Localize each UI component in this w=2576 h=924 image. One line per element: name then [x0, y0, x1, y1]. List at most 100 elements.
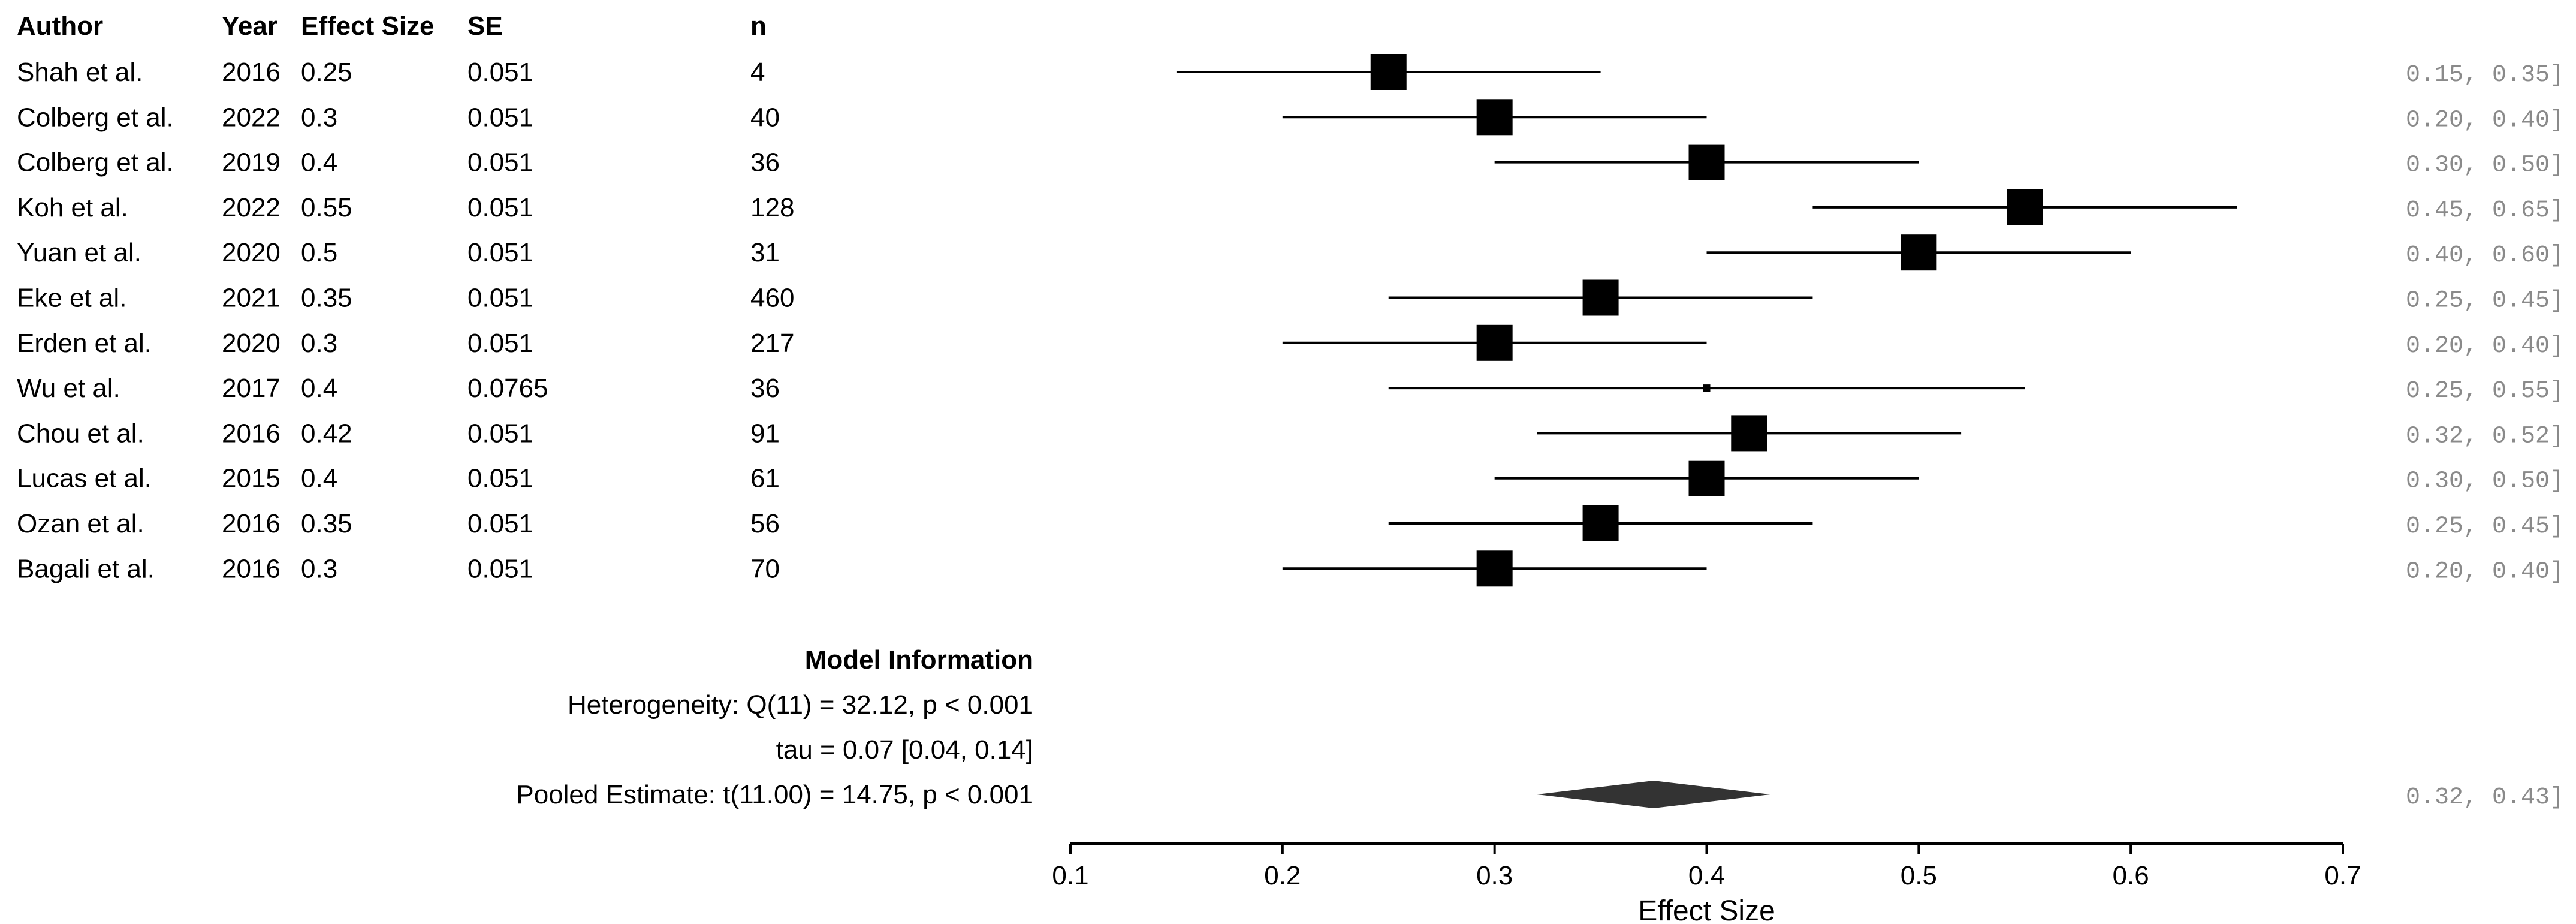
study-se: 0.051	[467, 509, 533, 538]
point-estimate-square	[1476, 99, 1513, 136]
study-se: 0.051	[467, 148, 533, 177]
study-ci-text: 0.15, 0.35]	[2406, 62, 2564, 89]
study-n: 460	[750, 284, 794, 313]
point-estimate-square	[1688, 460, 1725, 496]
header-se: SE	[467, 11, 503, 41]
point-estimate-square	[1688, 144, 1725, 180]
study-year: 2022	[222, 103, 280, 132]
point-estimate-square	[1370, 54, 1407, 90]
study-effect-size: 0.35	[301, 509, 352, 538]
tau-text: tau = 0.07 [0.04, 0.14]	[776, 735, 1033, 765]
study-ci-text: 0.30, 0.50]	[2406, 152, 2564, 179]
study-se: 0.051	[467, 58, 533, 87]
study-n: 61	[750, 464, 780, 493]
study-effect-size: 0.4	[301, 148, 337, 177]
study-se: 0.0765	[467, 374, 548, 403]
study-n: 56	[750, 509, 780, 538]
study-year: 2017	[222, 374, 280, 403]
model-information: Model Information Heterogeneity: Q(11) =…	[516, 645, 2564, 811]
study-ci-text: 0.32, 0.52]	[2406, 423, 2564, 450]
study-year: 2021	[222, 284, 280, 313]
study-author: Eke et al.	[17, 284, 126, 313]
study-ci-text: 0.45, 0.65]	[2406, 197, 2564, 224]
x-tick-label: 0.6	[2113, 861, 2149, 890]
study-row: Colberg et al. 2022 0.3 0.051 40 0.20, 0.40]	[17, 99, 2564, 136]
study-se: 0.051	[467, 284, 533, 313]
point-estimate-square	[1731, 415, 1767, 452]
study-author: Colberg et al.	[17, 103, 174, 132]
point-estimate-square	[1703, 384, 1711, 392]
study-author: Chou et al.	[17, 419, 144, 448]
study-year: 2020	[222, 238, 280, 267]
x-tick-label: 0.5	[1901, 861, 1937, 890]
study-author: Koh et al.	[17, 193, 128, 222]
study-effect-size: 0.3	[301, 329, 337, 358]
study-se: 0.051	[467, 238, 533, 267]
point-estimate-square	[1476, 324, 1513, 361]
study-n: 70	[750, 554, 780, 583]
study-row: Shah et al. 2016 0.25 0.051 4 0.15, 0.35]	[17, 54, 2564, 90]
study-row: Eke et al. 2021 0.35 0.051 460 0.25, 0.45]	[17, 279, 2564, 316]
study-year: 2020	[222, 329, 280, 358]
study-se: 0.051	[467, 419, 533, 448]
study-row: Erden et al. 2020 0.3 0.051 217 0.20, 0.40]	[17, 324, 2564, 361]
study-se: 0.051	[467, 554, 533, 583]
study-row: Koh et al. 2022 0.55 0.051 128 0.45, 0.65]	[17, 189, 2564, 225]
model-info-title: Model Information	[805, 645, 1033, 675]
point-estimate-square	[1901, 234, 1937, 271]
study-row: Colberg et al. 2019 0.4 0.051 36 0.30, 0.50]	[17, 144, 2564, 180]
study-n: 128	[750, 193, 794, 222]
point-estimate-square	[2007, 189, 2043, 225]
study-n: 36	[750, 374, 780, 403]
study-effect-size: 0.25	[301, 58, 352, 87]
x-axis: 0.1 0.2 0.3 0.4 0.5 0.6 0.7	[1052, 842, 2361, 890]
study-ci-text: 0.20, 0.40]	[2406, 333, 2564, 360]
study-effect-size: 0.35	[301, 284, 352, 313]
x-tick-label: 0.1	[1052, 861, 1088, 890]
study-n: 31	[750, 238, 780, 267]
study-ci-text: 0.40, 0.60]	[2406, 242, 2564, 269]
x-axis-title: Effect Size	[1638, 895, 1775, 924]
study-ci-text: 0.20, 0.40]	[2406, 558, 2564, 585]
study-se: 0.051	[467, 329, 533, 358]
study-author: Yuan et al.	[17, 238, 141, 267]
study-year: 2019	[222, 148, 280, 177]
study-ci-text: 0.25, 0.55]	[2406, 378, 2564, 405]
pooled-estimate-diamond	[1537, 781, 1770, 808]
study-author: Erden et al.	[17, 329, 152, 358]
header-n: n	[750, 11, 767, 41]
header-author: Author	[17, 11, 103, 41]
study-row: Lucas et al. 2015 0.4 0.051 61 0.30, 0.50]	[17, 460, 2564, 496]
study-year: 2016	[222, 419, 280, 448]
study-year: 2016	[222, 58, 280, 87]
study-author: Shah et al.	[17, 58, 143, 87]
study-year: 2016	[222, 509, 280, 538]
study-effect-size: 0.55	[301, 193, 352, 222]
study-rows: Shah et al. 2016 0.25 0.051 4 0.15, 0.35] Colb…	[17, 54, 2564, 587]
study-year: 2015	[222, 464, 280, 493]
table-header: Author Year Effect Size SE n	[17, 11, 767, 41]
study-row: Bagali et al. 2016 0.3 0.051 70 0.20, 0.40]	[17, 550, 2564, 587]
header-year: Year	[222, 11, 277, 41]
study-se: 0.051	[467, 103, 533, 132]
study-author: Wu et al.	[17, 374, 120, 403]
point-estimate-square	[1582, 505, 1619, 541]
study-author: Ozan et al.	[17, 509, 144, 538]
study-n: 217	[750, 329, 794, 358]
point-estimate-square	[1476, 550, 1513, 587]
study-se: 0.051	[467, 464, 533, 493]
study-row: Chou et al. 2016 0.42 0.051 91 0.32, 0.52]	[17, 415, 2564, 452]
study-n: 4	[750, 58, 765, 87]
study-n: 91	[750, 419, 780, 448]
study-row: Yuan et al. 2020 0.5 0.051 31 0.40, 0.60]	[17, 234, 2564, 271]
study-effect-size: 0.42	[301, 419, 352, 448]
x-tick-label: 0.7	[2324, 861, 2361, 890]
x-tick-label: 0.2	[1264, 861, 1301, 890]
study-row: Ozan et al. 2016 0.35 0.051 56 0.25, 0.45]	[17, 505, 2564, 541]
study-effect-size: 0.3	[301, 554, 337, 583]
x-tick-label: 0.4	[1688, 861, 1725, 890]
study-ci-text: 0.30, 0.50]	[2406, 468, 2564, 495]
study-ci-text: 0.20, 0.40]	[2406, 107, 2564, 134]
study-author: Colberg et al.	[17, 148, 174, 177]
